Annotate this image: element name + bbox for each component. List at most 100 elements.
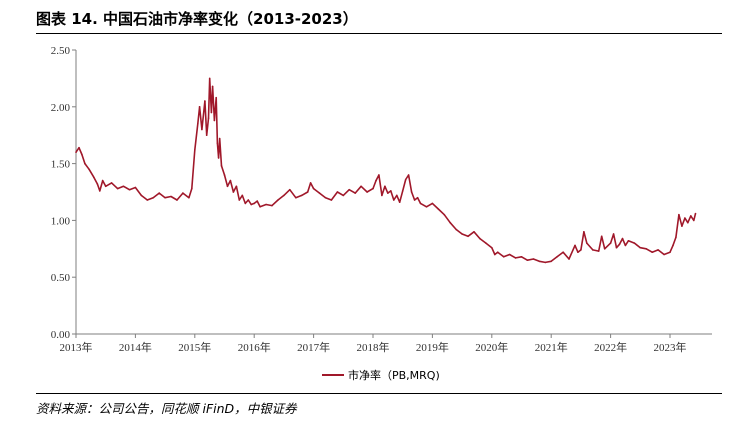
data-point: [78, 146, 80, 149]
x-tick-label: 2016年: [238, 340, 271, 354]
data-point: [191, 187, 193, 190]
data-point: [232, 191, 235, 193]
data-point: [381, 194, 383, 197]
data-point: [550, 260, 552, 263]
data-point: [694, 212, 697, 215]
data-point: [544, 261, 547, 264]
data-point: [235, 185, 238, 188]
data-point: [194, 149, 196, 151]
data-point: [256, 200, 259, 202]
x-tick-label: 2023年: [654, 340, 687, 354]
data-point: [693, 219, 695, 222]
data-point: [152, 196, 154, 199]
data-point: [170, 195, 172, 198]
data-point: [265, 203, 267, 206]
data-point: [309, 182, 312, 184]
data-point: [88, 168, 90, 171]
data-point: [621, 237, 624, 240]
data-point: [583, 231, 585, 233]
data-point: [75, 151, 77, 153]
data-point: [455, 228, 458, 231]
data-point: [244, 202, 247, 205]
data-point: [407, 174, 410, 176]
y-tick-label: 2.00: [51, 102, 71, 114]
data-point: [384, 185, 386, 188]
data-point: [651, 251, 653, 253]
x-tick-label: 2017年: [297, 340, 330, 354]
data-point: [473, 231, 475, 233]
data-point: [205, 134, 208, 136]
data-point: [116, 187, 119, 190]
data-point: [657, 249, 659, 251]
data-point: [324, 196, 327, 199]
data-point: [122, 185, 125, 188]
legend-label: 市净率（PB,MRQ): [348, 368, 440, 382]
data-point: [562, 251, 564, 253]
data-point: [201, 128, 203, 131]
x-tick-label: 2014年: [119, 340, 152, 354]
data-point: [197, 123, 199, 125]
data-point: [360, 185, 362, 188]
data-point: [672, 244, 674, 247]
data-point: [532, 258, 535, 260]
data-point: [690, 215, 692, 217]
data-point: [253, 202, 255, 205]
data-point: [96, 183, 99, 185]
data-point: [259, 206, 261, 208]
data-point: [229, 179, 232, 182]
data-point: [211, 85, 214, 88]
data-point: [393, 199, 395, 201]
data-point: [396, 194, 398, 197]
data-point: [336, 191, 339, 193]
data-point: [241, 194, 244, 197]
y-tick-label: 1.50: [51, 159, 71, 171]
y-axis: 0.00 0.50 1.00 1.50 2.00 2.50: [51, 45, 77, 341]
data-point: [226, 185, 229, 188]
data-point: [467, 235, 469, 238]
data-point: [491, 246, 493, 249]
data-point: [289, 188, 291, 191]
legend: 市净率（PB,MRQ): [322, 368, 440, 382]
source-divider: [36, 393, 722, 394]
data-point: [687, 221, 689, 224]
data-point: [663, 253, 665, 256]
data-point: [213, 119, 216, 122]
data-point: [431, 202, 434, 205]
data-point: [600, 235, 603, 238]
data-point: [479, 237, 481, 240]
x-axis: 2013年 2014年 2015年 2016年 2017年 2018年 2019年 2020年…: [60, 333, 712, 354]
data-point: [223, 174, 226, 176]
y-tick-label: 1.00: [51, 215, 71, 227]
x-tick-label: 2015年: [178, 340, 211, 354]
x-tick-label: 2019年: [416, 340, 449, 354]
data-point: [615, 246, 618, 249]
data-point: [645, 248, 647, 250]
data-point: [283, 194, 285, 197]
data-point: [669, 251, 671, 253]
x-tick-label: 2022年: [594, 340, 627, 354]
data-point: [84, 162, 86, 165]
data-point: [627, 240, 630, 242]
data-point: [330, 199, 333, 201]
data-point: [215, 96, 217, 99]
data-point: [461, 233, 463, 235]
data-point: [318, 192, 321, 194]
data-point: [449, 221, 452, 224]
data-point: [306, 191, 309, 193]
data-point: [678, 213, 680, 216]
data-point: [140, 194, 143, 197]
data-point: [520, 255, 523, 258]
data-point: [538, 260, 541, 263]
data-point: [618, 243, 621, 246]
data-point: [104, 185, 107, 188]
data-point: [681, 225, 683, 227]
data-point: [110, 182, 113, 184]
data-point: [128, 188, 131, 191]
data-point: [609, 242, 612, 244]
data-point: [378, 174, 380, 176]
x-tick-label: 2018年: [357, 340, 390, 354]
data-point: [404, 178, 407, 181]
data-point: [419, 202, 422, 205]
data-point: [210, 111, 213, 114]
x-tick-label: 2013年: [60, 340, 93, 354]
